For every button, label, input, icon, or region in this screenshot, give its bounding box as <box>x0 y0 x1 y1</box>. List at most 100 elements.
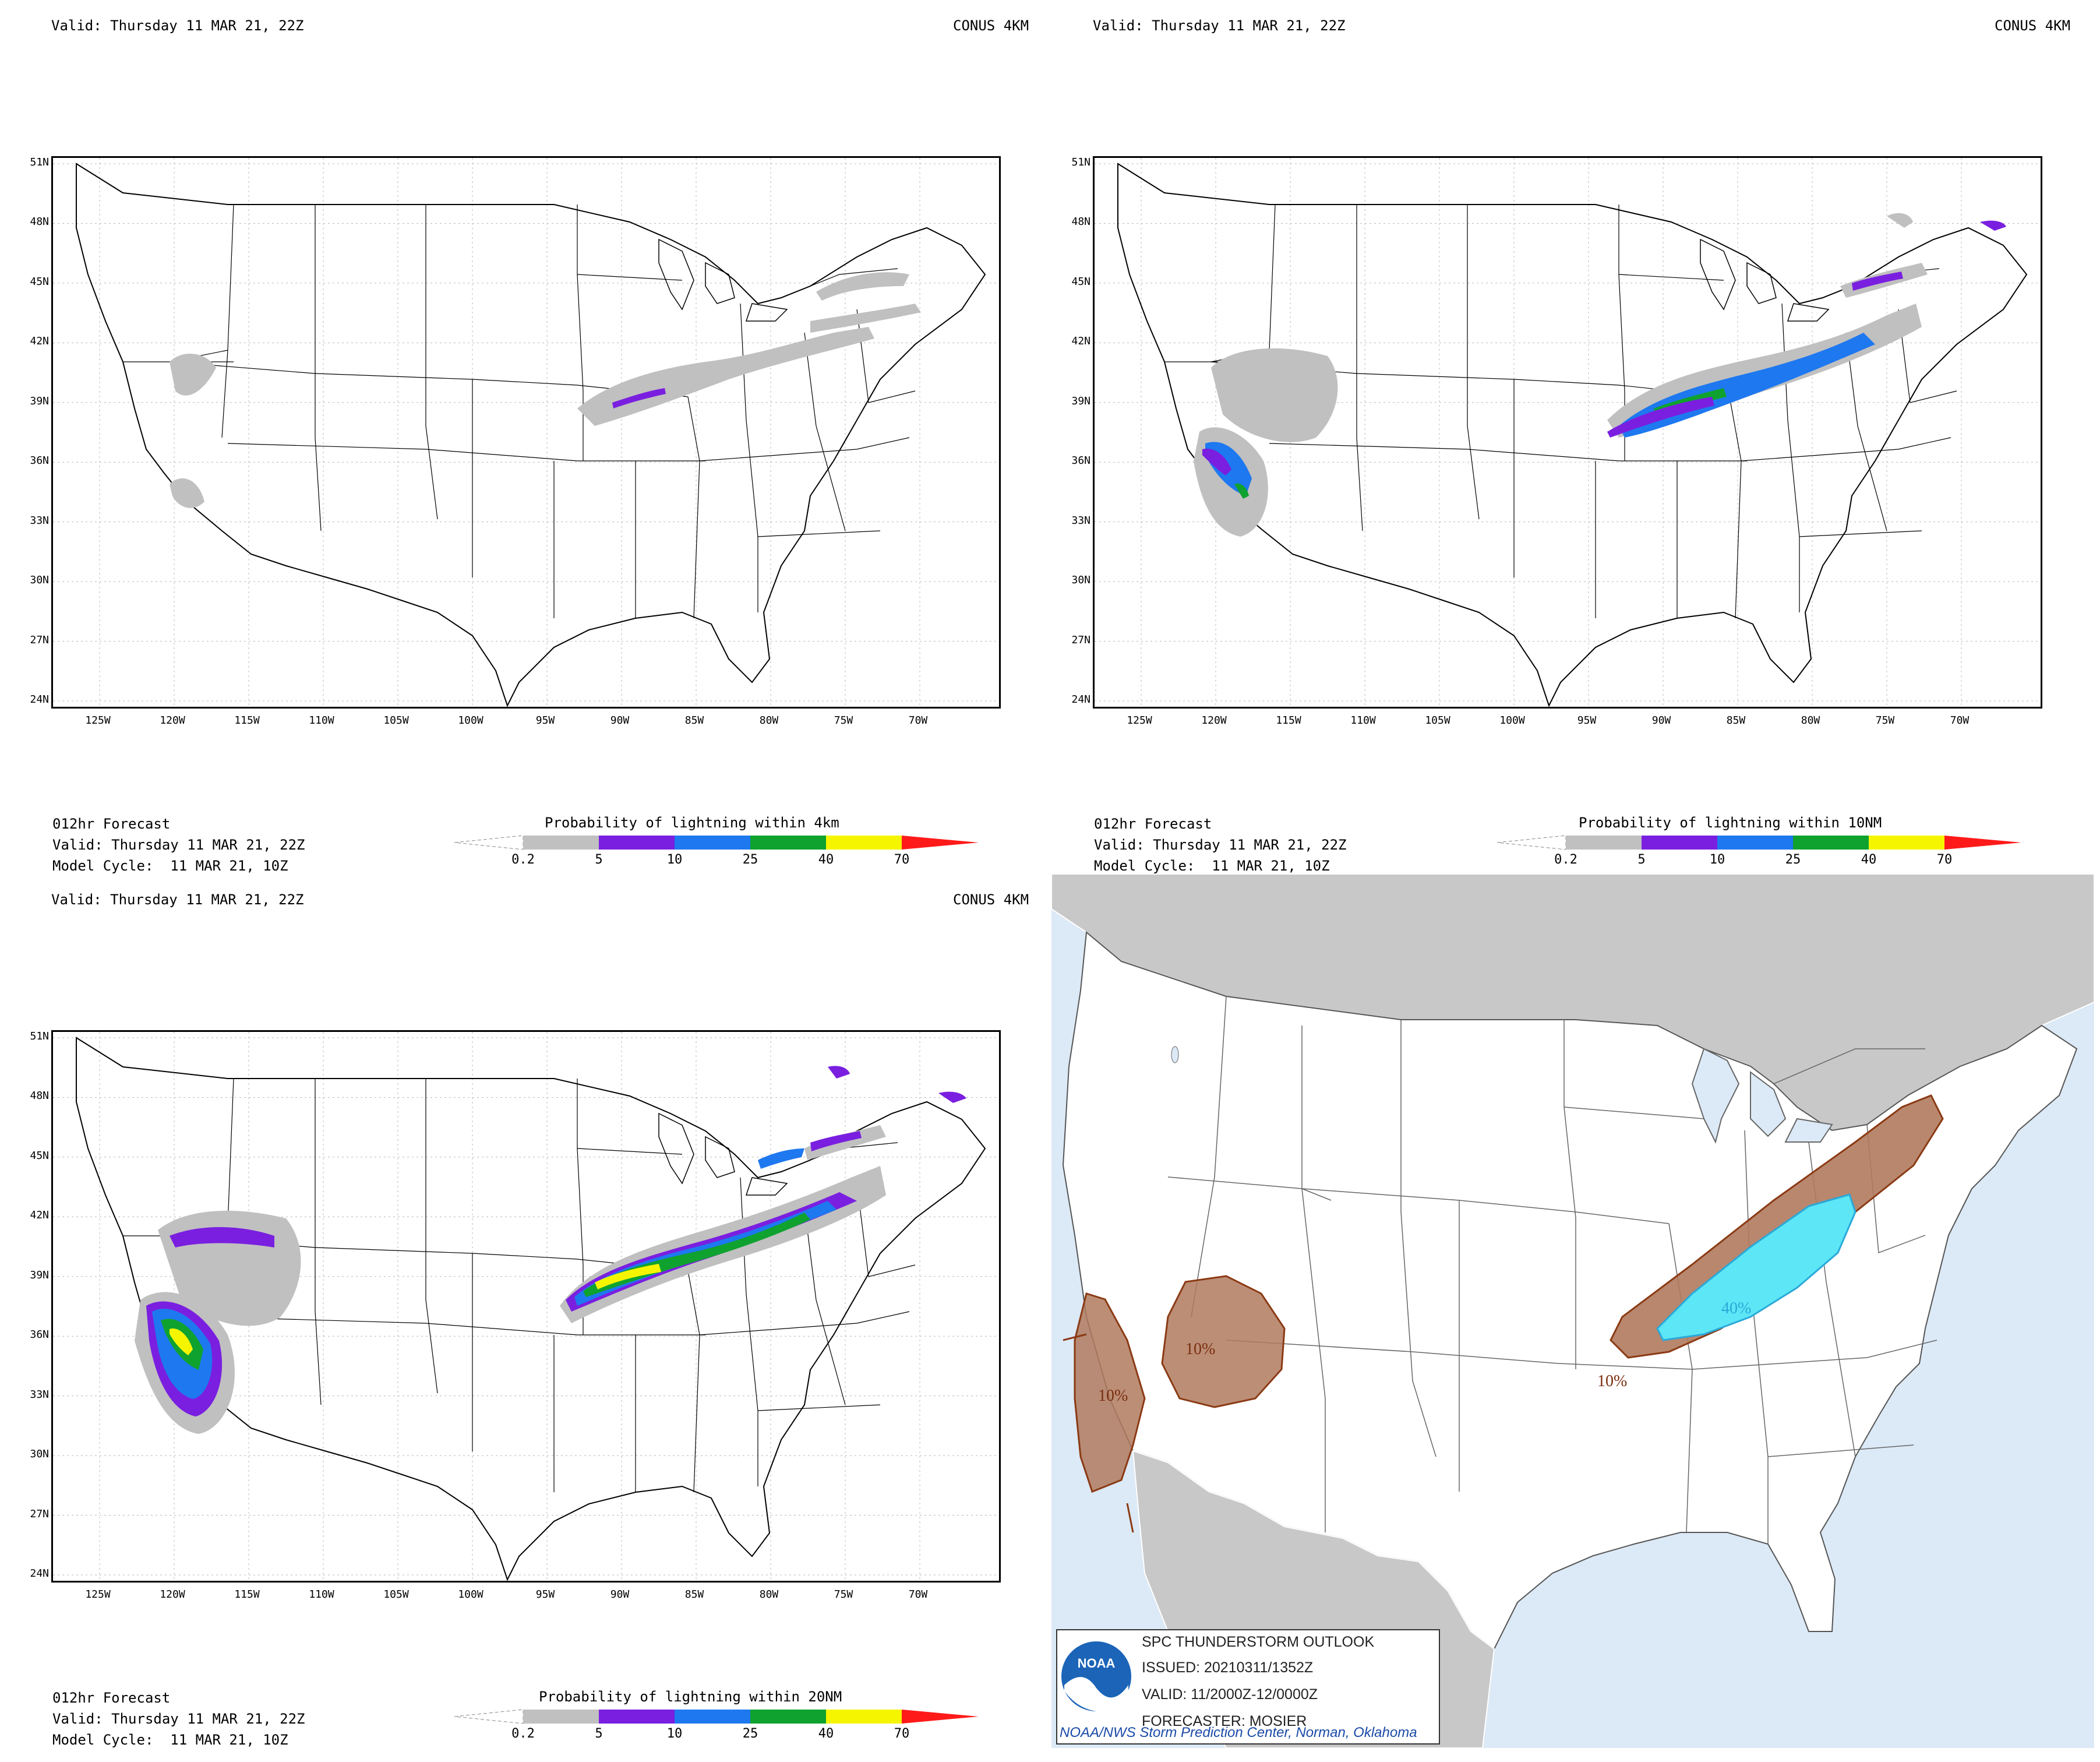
state-line <box>1618 274 1724 281</box>
probability-colorbar: 0.2 5 10 25 40 70 <box>454 834 990 869</box>
colorbar-tick-label: 70 <box>894 852 910 867</box>
longitude-tick-label: 95W <box>535 714 555 727</box>
longitude-tick-label: 70W <box>908 1588 928 1601</box>
latitude-tick-label: 42N <box>1071 335 1090 348</box>
state-line <box>687 1270 700 1493</box>
spc-forecaster: FORECASTER: MOSIER <box>1142 1713 1307 1729</box>
colorbar-tick-label: 5 <box>595 1726 602 1741</box>
valid-header: Valid: Thursday 11 MAR 21, 22Z <box>51 891 304 908</box>
colorbar-high-arrow <box>902 836 979 850</box>
probability-colorbar: 0.2 5 10 25 40 70 <box>454 1708 990 1743</box>
longitude-tick-label: 110W <box>1350 714 1376 727</box>
state-line <box>577 205 584 461</box>
colorbar-tick-label: 10 <box>1710 852 1725 867</box>
colorbar-segment <box>826 836 902 850</box>
probability-area <box>1202 449 1231 475</box>
colorbar-segment <box>1717 836 1793 850</box>
valid-footer: Valid: Thursday 11 MAR 21, 22Z <box>52 837 305 853</box>
state-line <box>856 309 916 403</box>
state-line <box>1741 437 1951 461</box>
map-svg <box>53 158 999 707</box>
probability-area <box>1619 333 1875 438</box>
longitude-tick-label: 120W <box>1201 714 1227 727</box>
longitude-tick-label: 110W <box>309 714 334 727</box>
longitude-tick-label: 125W <box>85 714 111 727</box>
probability-area <box>170 478 204 508</box>
longitude-tick-label: 110W <box>309 1588 334 1601</box>
outlook-10pct-southwest <box>1161 1275 1286 1408</box>
latitude-tick-label: 45N <box>1071 275 1090 288</box>
state-line <box>699 437 910 461</box>
latitude-tick-label: 27N <box>30 1507 49 1520</box>
spc-valid: VALID: 11/2000Z-12/0000Z <box>1142 1686 1318 1703</box>
latitude-tick-label: 36N <box>1071 454 1090 467</box>
colorbar-tick-label: 25 <box>1785 852 1801 867</box>
latitude-tick-label: 51N <box>30 156 49 168</box>
probability-area <box>577 327 874 426</box>
colorbar-low-arrow <box>454 1709 524 1724</box>
probability-area <box>1980 220 2006 231</box>
latitude-tick-label: 39N <box>30 1268 49 1281</box>
lightning-probability-areas <box>135 1066 966 1434</box>
latitude-tick-label: 27N <box>30 633 49 646</box>
latitude-tick-label: 42N <box>30 1209 49 1222</box>
longitude-tick-label: 115W <box>234 714 260 727</box>
colorbar-segment <box>675 836 750 850</box>
forecast-hour: 012hr Forecast <box>52 816 171 832</box>
longitude-tick-label: 105W <box>383 714 409 727</box>
label-10pct-southwest: 10% <box>1185 1340 1216 1358</box>
longitude-tick-label: 90W <box>610 714 630 727</box>
colorbar-tick-label: 70 <box>894 1726 910 1741</box>
probability-area <box>612 388 666 408</box>
us-coastline <box>1117 163 2028 707</box>
colorbar-title: Probability of lightning within 20NM <box>539 1689 842 1705</box>
domain-label: CONUS 4KM <box>953 17 1029 34</box>
great-lakes <box>1700 238 1830 322</box>
colorbar-high-arrow <box>902 1710 979 1724</box>
colorbar-segment <box>599 1710 675 1724</box>
colorbar-tick-label: 10 <box>667 852 683 867</box>
state-line <box>757 1404 881 1411</box>
valid-header: Valid: Thursday 11 MAR 21, 22Z <box>51 17 304 34</box>
state-line <box>687 396 700 619</box>
great-lakes <box>658 238 788 322</box>
state-line <box>1356 205 1363 531</box>
lightning-probability-areas <box>170 272 921 508</box>
state-boundaries <box>1167 996 1937 1544</box>
colorbar-high-arrow <box>1944 836 2021 850</box>
latitude-tick-label: 51N <box>30 1030 49 1042</box>
probability-area <box>170 354 216 396</box>
latitude-tick-label: 30N <box>30 1448 49 1461</box>
longitude-tick-label: 70W <box>1950 714 1970 727</box>
latitude-tick-label: 42N <box>30 335 49 348</box>
model-cycle: Model Cycle: 11 MAR 21, 10Z <box>1094 858 1330 874</box>
latitude-tick-label: 45N <box>30 1149 49 1162</box>
longitude-tick-label: 100W <box>1499 714 1525 727</box>
state-line <box>1845 332 1887 531</box>
forecast-panel-4km: Valid: Thursday 11 MAR 21, 22Z CONUS 4KM… <box>0 0 1049 874</box>
latitude-tick-label: 33N <box>1071 514 1090 527</box>
longitude-tick-label: 90W <box>1651 714 1671 727</box>
probability-area <box>810 304 921 333</box>
longitude-tick-label: 75W <box>1875 714 1895 727</box>
forecast-hour: 012hr Forecast <box>1094 816 1212 832</box>
forecast-panel-20nm: Valid: Thursday 11 MAR 21, 22Z CONUS 4KM… <box>0 874 1049 1762</box>
state-line <box>781 268 898 298</box>
longitude-tick-label: 85W <box>684 1588 704 1601</box>
latitude-tick-label: 51N <box>1071 156 1090 168</box>
state-line <box>315 205 322 531</box>
latitude-tick-label: 36N <box>30 454 49 467</box>
colorbar-segment <box>750 836 826 850</box>
longitude-tick-label: 75W <box>834 1588 853 1601</box>
state-line <box>699 1311 910 1335</box>
longitude-tick-label: 70W <box>908 714 928 727</box>
colorbar-title: Probability of lightning within 10NM <box>1579 815 1882 831</box>
great-lakes <box>1691 1048 1833 1144</box>
colorbar-tick-label: 5 <box>595 852 602 867</box>
colorbar-segment <box>523 836 599 850</box>
latitude-tick-label: 24N <box>30 1567 49 1580</box>
probability-area <box>938 1091 966 1103</box>
outline-tail-2 <box>1126 1503 1134 1533</box>
longitude-tick-label: 80W <box>1801 714 1820 727</box>
lightning-probability-areas <box>1194 213 2006 537</box>
